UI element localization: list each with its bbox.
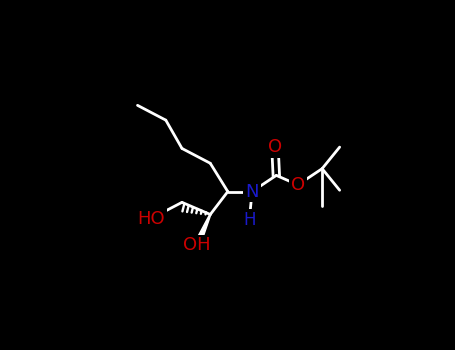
Text: O: O	[268, 138, 282, 156]
Text: N: N	[245, 183, 259, 201]
Text: OH: OH	[183, 237, 211, 254]
Text: HO: HO	[137, 210, 165, 228]
Text: O: O	[291, 176, 305, 194]
Polygon shape	[194, 214, 211, 247]
Text: H: H	[243, 211, 256, 229]
